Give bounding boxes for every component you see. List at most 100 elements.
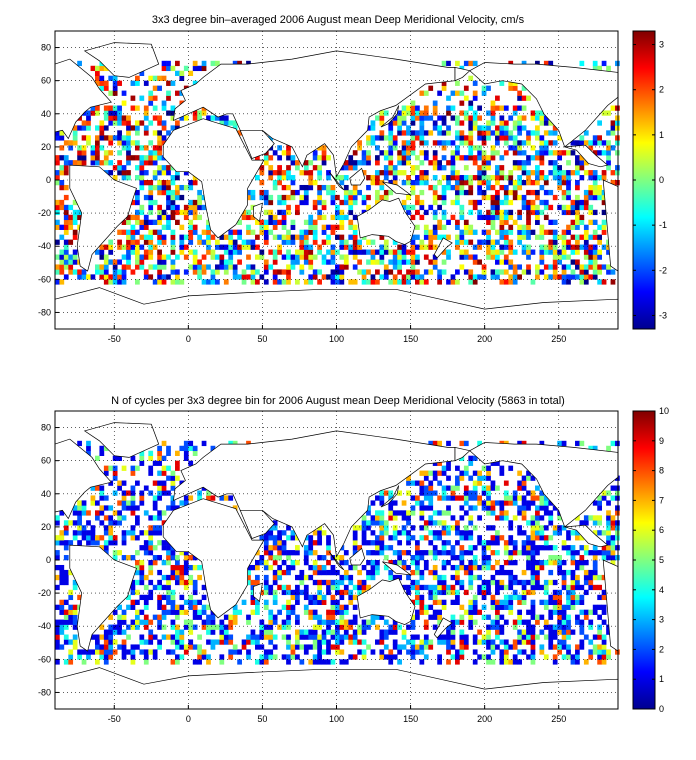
heatmap-cell xyxy=(223,639,229,645)
heatmap-cell xyxy=(135,80,140,86)
heatmap-cell xyxy=(423,224,429,230)
heatmap-cell xyxy=(446,485,451,491)
heatmap-cell xyxy=(219,639,225,645)
heatmap-cell xyxy=(535,495,540,501)
heatmap-cell xyxy=(112,175,118,181)
heatmap-cell xyxy=(428,594,434,601)
colorbar-tick-label: 8 xyxy=(659,466,664,476)
heatmap-cell xyxy=(579,264,585,270)
heatmap-cell xyxy=(321,224,327,230)
heatmap-cell xyxy=(139,224,145,230)
heatmap-cell xyxy=(495,550,500,556)
heatmap-cell xyxy=(526,249,531,255)
heatmap-cell xyxy=(410,505,416,511)
heatmap-cell xyxy=(268,589,274,596)
heatmap-cell xyxy=(157,254,162,260)
heatmap-cell xyxy=(406,180,411,186)
heatmap-cell xyxy=(535,60,540,67)
heatmap-cell xyxy=(566,264,571,270)
heatmap-cell xyxy=(392,274,398,280)
colorbar-tick-label: 9 xyxy=(659,436,664,446)
heatmap-cell xyxy=(601,530,607,536)
heatmap-cell xyxy=(392,530,398,536)
heatmap-cell xyxy=(597,249,602,255)
y-tick-label: 80 xyxy=(41,423,51,433)
heatmap-cell xyxy=(90,649,96,655)
heatmap-cell xyxy=(423,155,429,161)
heatmap-cell xyxy=(508,224,514,230)
heatmap-cell xyxy=(161,75,167,81)
heatmap-cell xyxy=(77,150,82,156)
heatmap-cell xyxy=(175,175,180,181)
heatmap-cell xyxy=(86,445,91,452)
heatmap-cell xyxy=(552,125,558,131)
heatmap-cell xyxy=(557,274,562,280)
heatmap-cell xyxy=(503,214,509,221)
heatmap-cell xyxy=(539,120,545,126)
heatmap-cell xyxy=(441,574,447,581)
heatmap-cell xyxy=(441,465,447,471)
heatmap-cell xyxy=(437,224,442,230)
heatmap-cell xyxy=(112,274,118,280)
heatmap-cell xyxy=(423,130,429,136)
heatmap-cell xyxy=(401,644,407,650)
heatmap-cell xyxy=(597,150,602,156)
heatmap-cell xyxy=(535,194,540,201)
heatmap-cell xyxy=(597,649,602,655)
heatmap-cell xyxy=(499,249,505,255)
heatmap-cell xyxy=(317,589,322,596)
heatmap-cell xyxy=(357,269,362,275)
heatmap-cell xyxy=(192,555,198,561)
heatmap-cell xyxy=(561,604,567,610)
heatmap-cell xyxy=(352,619,358,625)
heatmap-cell xyxy=(583,224,589,230)
heatmap-cell xyxy=(170,550,176,556)
heatmap-cell xyxy=(423,244,429,250)
heatmap-cell xyxy=(401,564,407,571)
heatmap-cell xyxy=(130,510,136,516)
heatmap-cell xyxy=(326,545,331,551)
heatmap-cell xyxy=(157,150,162,156)
heatmap-cell xyxy=(472,60,478,67)
heatmap-cell xyxy=(606,160,611,166)
heatmap-cell xyxy=(455,480,460,486)
heatmap-cell xyxy=(446,639,451,645)
heatmap-cell xyxy=(370,614,376,620)
heatmap-cell xyxy=(441,234,447,240)
heatmap-cell xyxy=(566,649,571,655)
heatmap-cell xyxy=(601,594,607,601)
heatmap-cell xyxy=(539,599,545,605)
heatmap-cell xyxy=(410,165,416,171)
heatmap-cell xyxy=(521,649,527,655)
heatmap-cell xyxy=(388,659,394,665)
heatmap-cell xyxy=(526,160,531,166)
heatmap-cell xyxy=(535,189,540,196)
heatmap-cell xyxy=(486,500,491,506)
heatmap-cell xyxy=(263,234,269,240)
heatmap-cell xyxy=(126,234,131,240)
heatmap-cell xyxy=(312,239,318,245)
heatmap-cell xyxy=(361,160,367,166)
heatmap-cell xyxy=(157,209,162,216)
heatmap-cell xyxy=(410,110,416,116)
heatmap-cell xyxy=(606,515,611,521)
heatmap-cell xyxy=(557,204,562,211)
heatmap-cell xyxy=(432,564,438,571)
heatmap-cell xyxy=(432,555,438,561)
heatmap-cell xyxy=(90,500,96,506)
heatmap-cell xyxy=(428,485,434,491)
heatmap-cell xyxy=(552,234,558,240)
heatmap-cell xyxy=(183,184,189,191)
heatmap-cell xyxy=(219,120,225,126)
heatmap-cell xyxy=(268,530,274,536)
heatmap-cell xyxy=(490,510,496,516)
heatmap-cell xyxy=(103,65,109,72)
heatmap-cell xyxy=(566,530,571,536)
heatmap-cell xyxy=(259,194,265,201)
heatmap-cell xyxy=(135,254,140,260)
heatmap-cell xyxy=(166,475,171,481)
panel-velocity: 3x3 degree bin–averaged 2006 August mean… xyxy=(38,14,667,344)
heatmap-cell xyxy=(535,135,540,141)
heatmap-cell xyxy=(535,115,540,121)
heatmap-cell xyxy=(406,550,411,556)
